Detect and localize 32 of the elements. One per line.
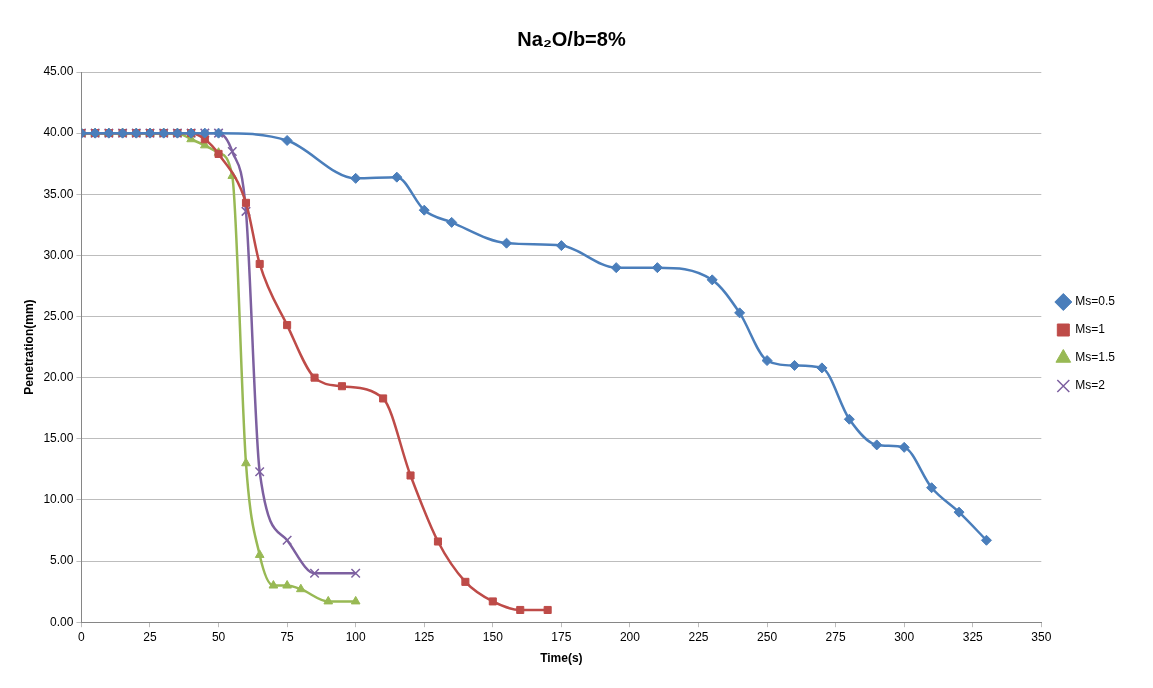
y-tick-label: 25.00 [43,308,74,323]
x-tick-label: 325 [962,629,984,644]
y-tick-label: 30.00 [43,247,74,262]
x-tick-label: 225 [688,629,709,644]
x-tick-label: 125 [414,629,435,644]
x-tick-label: 175 [551,629,572,644]
x-tick-label: 50 [211,629,226,644]
x-tick-label: 100 [345,629,367,644]
legend-label: Ms=1.5 [1075,350,1116,365]
x-tick-label: 150 [482,629,504,644]
y-tick-label: 20.00 [43,369,74,384]
y-tick-label: 40.00 [43,125,74,140]
legend-label: Ms=0.5 [1075,294,1116,309]
x-tick-label: 300 [894,629,915,644]
x-tick-label: 350 [1031,629,1052,644]
x-tick-label: 75 [280,629,295,644]
chart-title: Na₂O/b=8% [517,27,626,50]
x-tick-label: 25 [143,629,157,644]
y-tick-label: 35.00 [43,186,74,201]
y-tick-label: 5.00 [50,553,74,568]
x-tick-label: 275 [825,629,846,644]
x-tick-label: 200 [619,629,641,644]
y-tick-label: 0.00 [50,614,74,629]
y-tick-label: 45.00 [43,64,74,79]
x-tick-label: 250 [757,629,778,644]
x-tick-label: 0 [78,629,86,644]
legend-label: Ms=1 [1075,322,1106,337]
x-axis-title: Time(s) [540,651,583,666]
legend-label: Ms=2 [1075,378,1106,393]
y-axis-title: Penetration(mm) [21,299,36,395]
y-tick-label: 10.00 [43,492,74,507]
y-tick-label: 15.00 [43,431,74,446]
